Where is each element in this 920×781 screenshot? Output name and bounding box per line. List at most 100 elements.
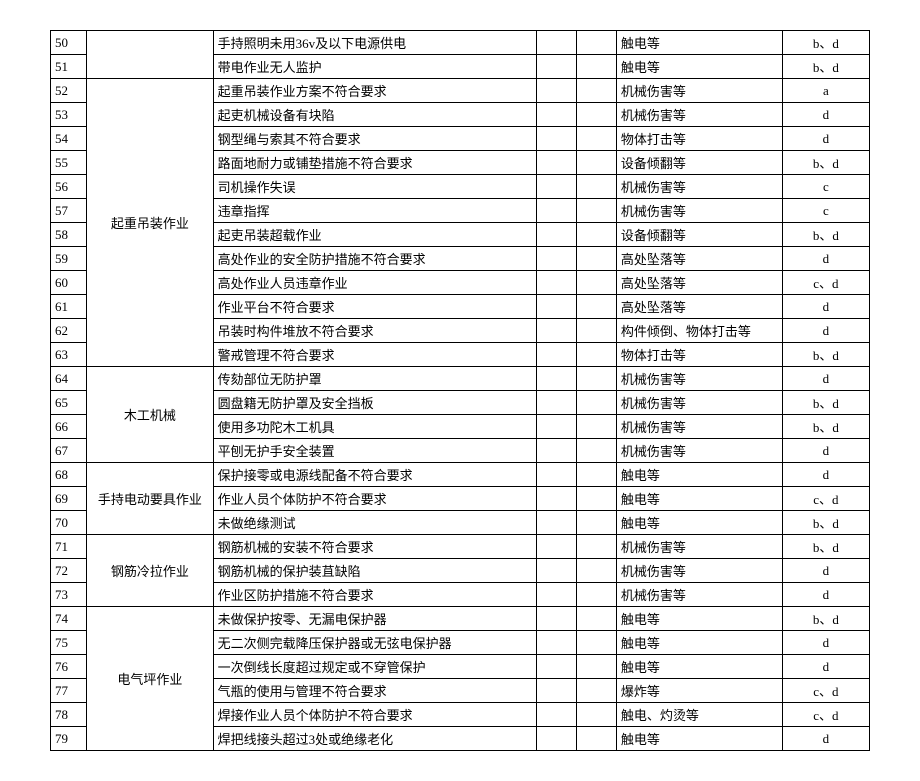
empty-cell (536, 199, 576, 223)
empty-cell (576, 535, 616, 559)
hazard-cell: 触电等 (616, 55, 782, 79)
empty-cell (536, 631, 576, 655)
answer-cell: c、d (782, 679, 869, 703)
row-index: 54 (51, 127, 87, 151)
empty-cell (576, 607, 616, 631)
empty-cell (536, 487, 576, 511)
table-row: 50手持照明未用36v及以下电源供电触电等b、d (51, 31, 870, 55)
empty-cell (536, 727, 576, 751)
row-index: 53 (51, 103, 87, 127)
empty-cell (576, 511, 616, 535)
description-cell: 钢型绳与索其不符合要求 (213, 127, 536, 151)
category-cell: 木工机械 (87, 367, 214, 463)
empty-cell (576, 31, 616, 55)
row-index: 56 (51, 175, 87, 199)
row-index: 74 (51, 607, 87, 631)
description-cell: 违章指挥 (213, 199, 536, 223)
hazard-cell: 触电等 (616, 487, 782, 511)
description-cell: 钢筋机械的安装不符合要求 (213, 535, 536, 559)
empty-cell (536, 439, 576, 463)
hazard-cell: 物体打击等 (616, 127, 782, 151)
description-cell: 高处作业人员违章作业 (213, 271, 536, 295)
empty-cell (536, 79, 576, 103)
answer-cell: c、d (782, 487, 869, 511)
hazard-cell: 机械伤害等 (616, 79, 782, 103)
row-index: 68 (51, 463, 87, 487)
hazard-cell: 构件倾倒、物体打击等 (616, 319, 782, 343)
description-cell: 作业平台不符合要求 (213, 295, 536, 319)
row-index: 57 (51, 199, 87, 223)
description-cell: 未做绝缘测试 (213, 511, 536, 535)
answer-cell: b、d (782, 535, 869, 559)
empty-cell (576, 631, 616, 655)
row-index: 73 (51, 583, 87, 607)
table-row: 68手持电动要具作业保护接零或电源线配备不符合要求触电等d (51, 463, 870, 487)
row-index: 77 (51, 679, 87, 703)
hazard-cell: 机械伤害等 (616, 415, 782, 439)
description-cell: 作业区防护措施不符合要求 (213, 583, 536, 607)
description-cell: 起重吊装作业方案不符合要求 (213, 79, 536, 103)
answer-cell: d (782, 727, 869, 751)
empty-cell (536, 103, 576, 127)
hazard-cell: 机械伤害等 (616, 175, 782, 199)
answer-cell: b、d (782, 607, 869, 631)
answer-cell: b、d (782, 31, 869, 55)
empty-cell (576, 391, 616, 415)
answer-cell: c (782, 175, 869, 199)
empty-cell (576, 271, 616, 295)
answer-cell: b、d (782, 415, 869, 439)
empty-cell (576, 295, 616, 319)
empty-cell (576, 727, 616, 751)
description-cell: 手持照明未用36v及以下电源供电 (213, 31, 536, 55)
empty-cell (576, 343, 616, 367)
hazard-cell: 触电等 (616, 31, 782, 55)
answer-cell: d (782, 247, 869, 271)
empty-cell (536, 223, 576, 247)
answer-cell: d (782, 631, 869, 655)
description-cell: 传劾部位无防护罩 (213, 367, 536, 391)
hazard-cell: 触电等 (616, 463, 782, 487)
answer-cell: d (782, 367, 869, 391)
empty-cell (536, 151, 576, 175)
hazard-cell: 机械伤害等 (616, 583, 782, 607)
empty-cell (536, 343, 576, 367)
empty-cell (536, 607, 576, 631)
empty-cell (576, 319, 616, 343)
empty-cell (576, 463, 616, 487)
empty-cell (576, 127, 616, 151)
hazard-cell: 高处坠落等 (616, 271, 782, 295)
description-cell: 作业人员个体防护不符合要求 (213, 487, 536, 511)
description-cell: 警戒管理不符合要求 (213, 343, 536, 367)
hazard-cell: 触电等 (616, 631, 782, 655)
hazard-cell: 物体打击等 (616, 343, 782, 367)
answer-cell: b、d (782, 343, 869, 367)
hazard-cell: 触电等 (616, 727, 782, 751)
answer-cell: a (782, 79, 869, 103)
table-row: 71钢筋冷拉作业钢筋机械的安装不符合要求机械伤害等b、d (51, 535, 870, 559)
row-index: 61 (51, 295, 87, 319)
hazard-cell: 高处坠落等 (616, 247, 782, 271)
row-index: 52 (51, 79, 87, 103)
row-index: 69 (51, 487, 87, 511)
empty-cell (536, 511, 576, 535)
hazard-cell: 设备倾翻等 (616, 223, 782, 247)
answer-cell: d (782, 655, 869, 679)
answer-cell: b、d (782, 55, 869, 79)
empty-cell (536, 391, 576, 415)
empty-cell (576, 559, 616, 583)
hazard-cell: 机械伤害等 (616, 535, 782, 559)
table-row: 52起重吊装作业起重吊装作业方案不符合要求机械伤害等a (51, 79, 870, 103)
empty-cell (576, 247, 616, 271)
empty-cell (536, 271, 576, 295)
row-index: 62 (51, 319, 87, 343)
hazard-cell: 高处坠落等 (616, 295, 782, 319)
row-index: 59 (51, 247, 87, 271)
empty-cell (536, 31, 576, 55)
description-cell: 平刨无护手安全装置 (213, 439, 536, 463)
row-index: 78 (51, 703, 87, 727)
description-cell: 一次倒线长度超过规定或不穿管保护 (213, 655, 536, 679)
empty-cell (576, 703, 616, 727)
empty-cell (576, 367, 616, 391)
answer-cell: b、d (782, 391, 869, 415)
description-cell: 司机操作失误 (213, 175, 536, 199)
